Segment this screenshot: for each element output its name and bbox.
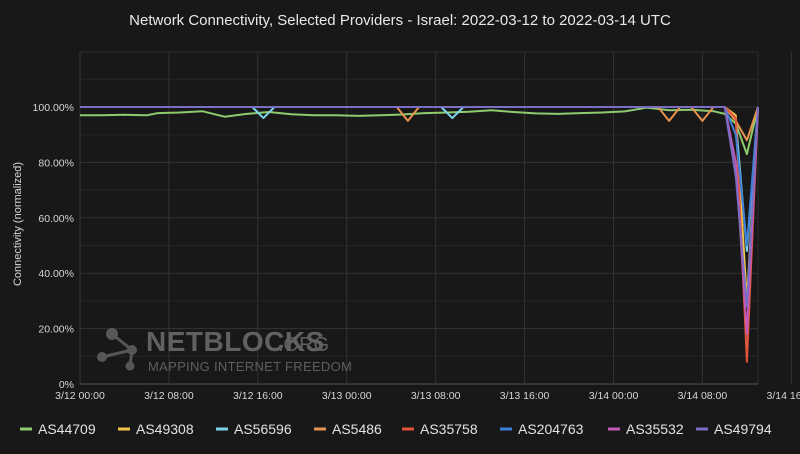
- x-tick-label: 3/13 00:00: [322, 390, 372, 402]
- y-tick-label: 20.00%: [38, 324, 74, 336]
- x-tick-label: 3/14 08:00: [678, 390, 728, 402]
- y-tick-label: 60.00%: [38, 213, 74, 225]
- watermark: NETBLOCKS .ORG MAPPING INTERNET FREEDOM: [97, 326, 352, 374]
- series-line-as44709: [80, 106, 759, 156]
- legend-item-label: AS5486: [332, 421, 382, 437]
- netblocks-network-logo-icon: [97, 328, 137, 371]
- series-lines: [80, 106, 759, 363]
- legend-item-label: AS49794: [714, 421, 772, 437]
- watermark-domain: .ORG: [278, 334, 329, 356]
- legend-item-label: AS204763: [518, 421, 584, 437]
- legend-item-label: AS56596: [234, 421, 292, 437]
- series-line-as35758: [80, 106, 759, 363]
- series-line-as204763: [80, 106, 759, 247]
- x-tick-label: 3/13 16:00: [500, 390, 550, 402]
- y-tick-label: 0%: [59, 379, 74, 391]
- x-tick-label: 3/13 08:00: [411, 390, 461, 402]
- series-line-as35532: [80, 106, 759, 336]
- x-tick-label: 3/12 00:00: [55, 390, 105, 402]
- y-tick-label: 80.00%: [38, 157, 74, 169]
- watermark-brand: NETBLOCKS: [146, 326, 325, 357]
- legend-item-label: AS35532: [626, 421, 684, 437]
- watermark-tagline: MAPPING INTERNET FREEDOM: [148, 359, 352, 374]
- x-tick-label: 3/12 08:00: [144, 390, 194, 402]
- legend-item-label: AS49308: [136, 421, 194, 437]
- y-axis-label: Connectivity (normalized): [12, 162, 24, 286]
- legend-item-label: AS35758: [420, 421, 478, 437]
- axis-ticks: 0% 20.00% 40.00% 60.00% 80.00% 100.00% 3/12 00…: [33, 102, 800, 402]
- series-line-as49794: [80, 106, 759, 308]
- legend-item-label: AS44709: [38, 421, 96, 437]
- x-tick-label: 3/14 16:00: [767, 390, 800, 402]
- x-tick-label: 3/12 16:00: [233, 390, 283, 402]
- series-line-as49308: [80, 106, 759, 302]
- y-tick-label: 40.00%: [38, 268, 74, 280]
- y-tick-label: 100.00%: [33, 102, 74, 114]
- chart-title: Network Connectivity, Selected Providers…: [129, 12, 671, 29]
- legend: AS44709 AS49308 AS56596 AS5486 AS35758 AS2047…: [20, 421, 772, 437]
- series-line-as56596: [80, 106, 759, 252]
- x-tick-label: 3/14 00:00: [589, 390, 639, 402]
